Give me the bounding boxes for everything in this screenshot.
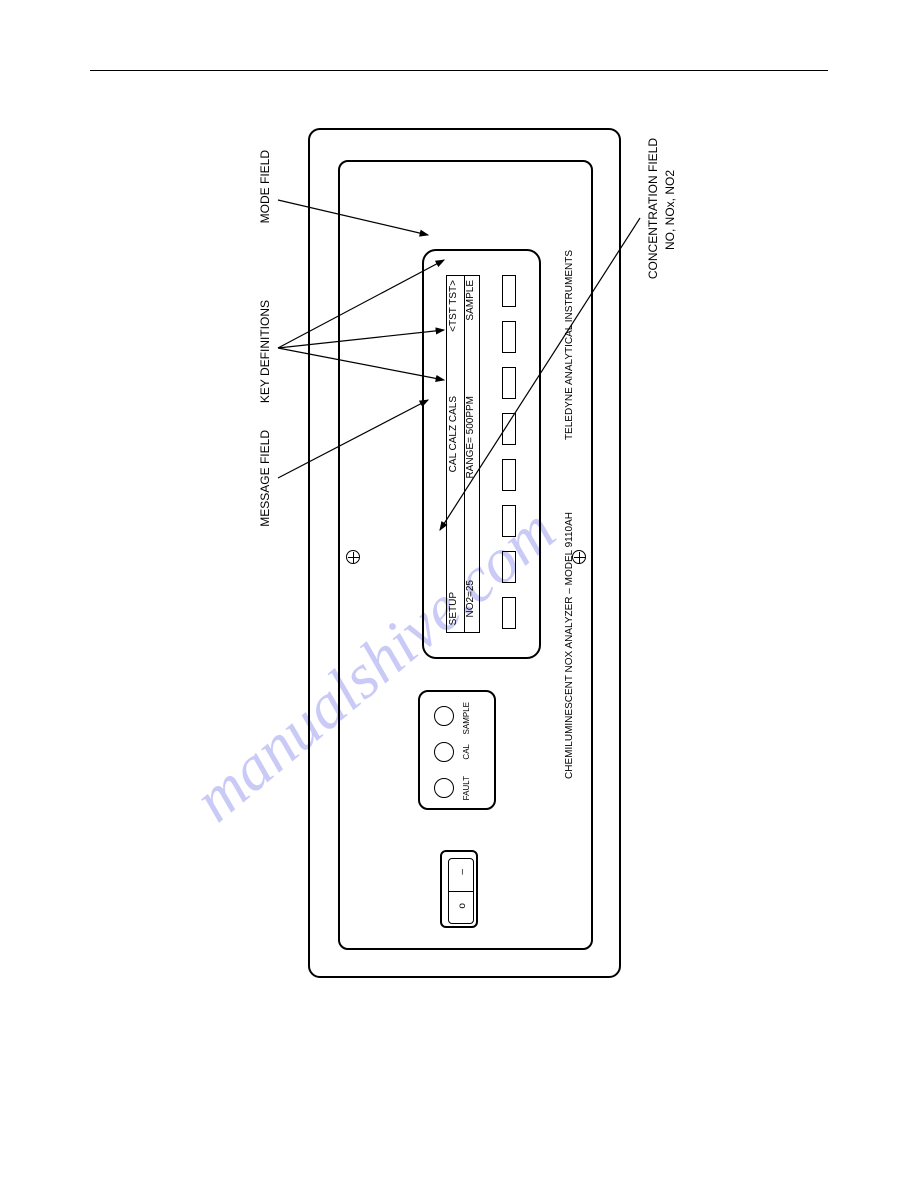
instrument-bezel-outer: SAMPLE RANGE= 500PPM NO2=25 <TST TST> CA… <box>308 128 621 978</box>
led-cal <box>434 742 454 762</box>
lcd-keys-mid: CAL CALZ CALS <box>449 396 459 472</box>
brand-company: TELEDYNE ANALYTICAL INSTRUMENTS <box>564 250 575 440</box>
softkey-4[interactable] <box>502 413 516 445</box>
lcd-keys-right: SETUP <box>449 592 459 625</box>
callout-mode-field: MODE FIELD <box>258 150 272 223</box>
callout-key-definitions: KEY DEFINITIONS <box>258 300 272 403</box>
lcd-conc: NO2=25 <box>466 580 476 618</box>
callout-concentration-l1: CONCENTRATION FIELD <box>646 138 660 279</box>
softkey-2[interactable] <box>502 321 516 353</box>
softkey-8[interactable] <box>502 597 516 629</box>
power-switch-divider <box>449 891 473 892</box>
softkey-6[interactable] <box>502 505 516 537</box>
power-switch[interactable]: – o <box>440 850 478 928</box>
lcd-mode: SAMPLE <box>466 280 476 321</box>
softkey-5[interactable] <box>502 459 516 491</box>
display-module: SAMPLE RANGE= 500PPM NO2=25 <TST TST> CA… <box>422 249 541 659</box>
led-sample <box>434 706 454 726</box>
lcd-keys-left: <TST TST> <box>449 280 459 332</box>
softkey-3[interactable] <box>502 367 516 399</box>
page-divider <box>90 70 828 71</box>
softkey-1[interactable] <box>502 275 516 307</box>
led-fault <box>434 778 454 798</box>
callout-concentration-l2: NO, NOx, NO2 <box>663 170 677 250</box>
status-led-panel: SAMPLE CAL FAULT <box>418 690 496 810</box>
led-sample-label: SAMPLE <box>462 702 471 734</box>
screw-top <box>346 550 360 564</box>
brand-model: CHEMILUMINESCENT NOX ANALYZER – MODEL 91… <box>564 512 575 779</box>
power-switch-rocker: – o <box>448 858 474 924</box>
power-off-mark: o <box>457 903 468 909</box>
led-cal-label: CAL <box>462 744 471 760</box>
led-fault-label: FAULT <box>462 776 471 800</box>
instrument-bezel-inner: SAMPLE RANGE= 500PPM NO2=25 <TST TST> CA… <box>338 160 593 950</box>
power-on-mark: – <box>457 869 468 875</box>
lcd-message: RANGE= 500PPM <box>466 396 476 479</box>
callout-message-field: MESSAGE FIELD <box>258 430 272 527</box>
lcd-screen: SAMPLE RANGE= 500PPM NO2=25 <TST TST> CA… <box>446 275 480 633</box>
softkey-7[interactable] <box>502 551 516 583</box>
